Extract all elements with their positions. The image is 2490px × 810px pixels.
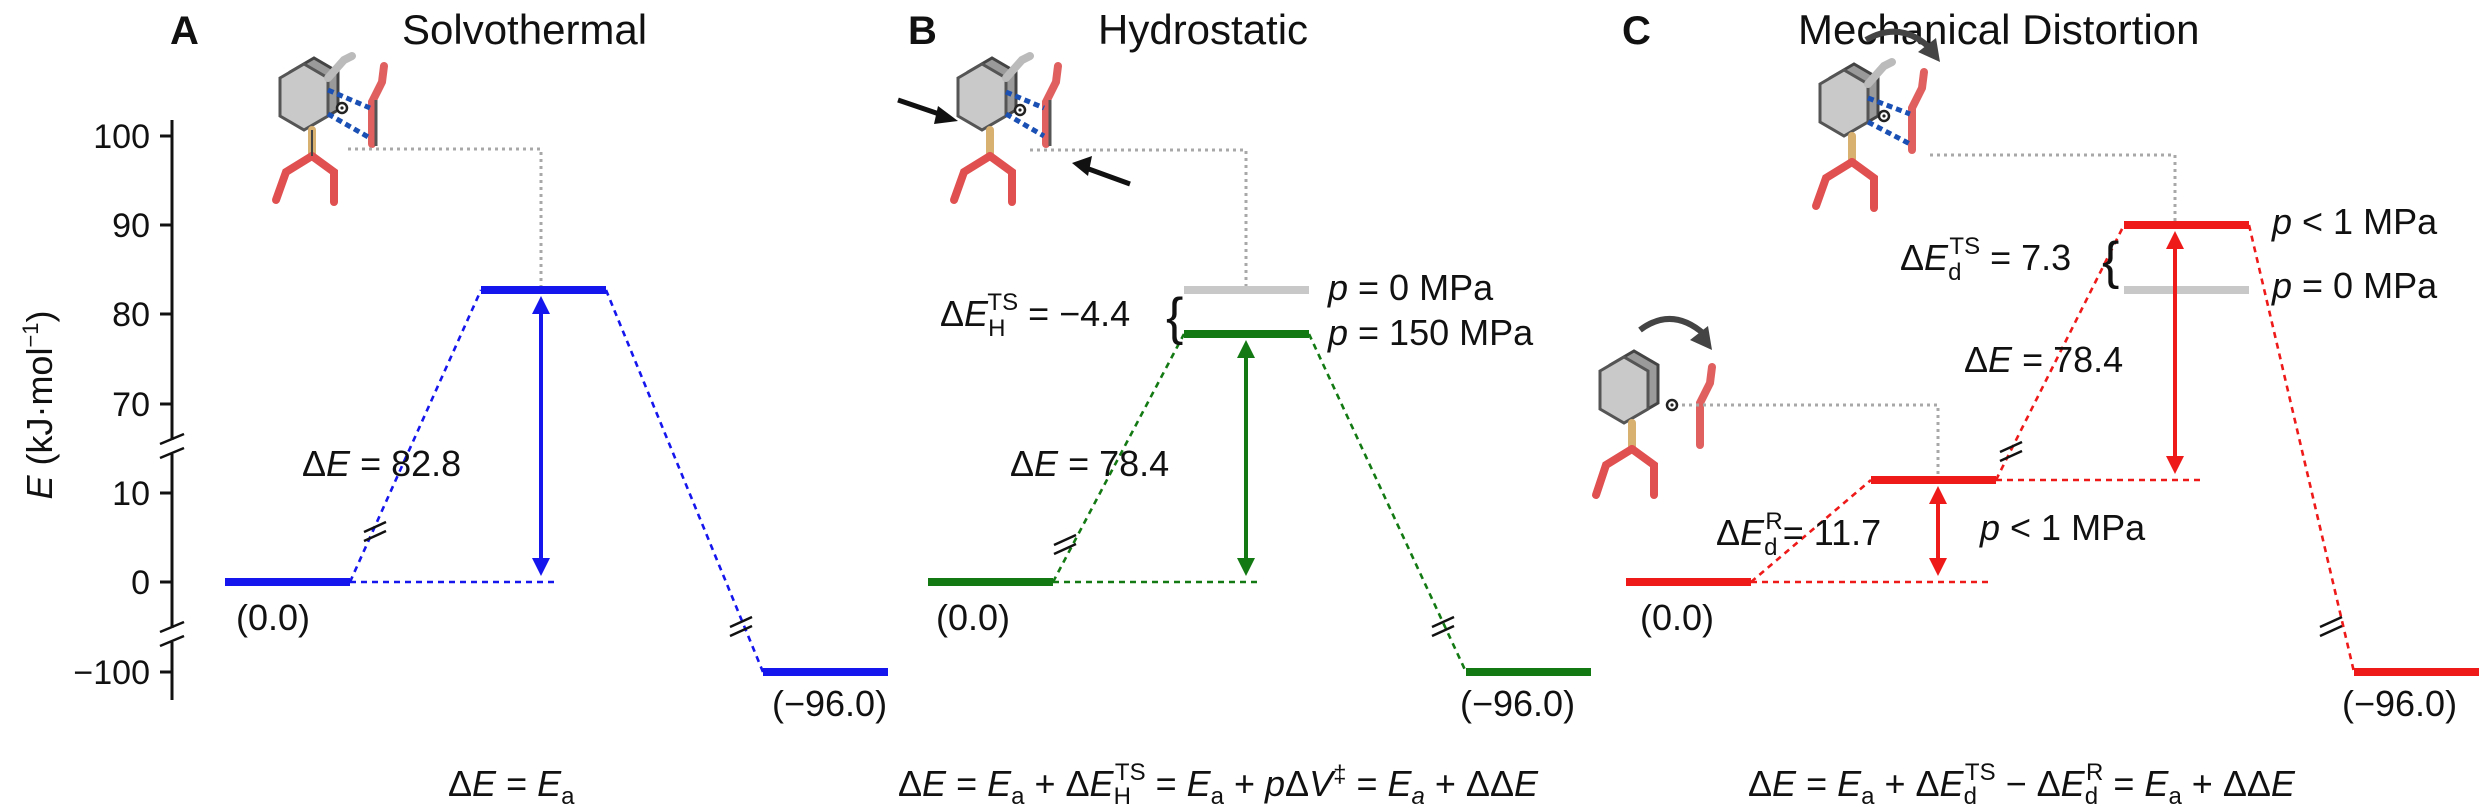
panel-c-equation: ΔE = Ea + ΔEdTS − ΔEdR = Ea + ΔΔE	[1748, 759, 2296, 810]
panel-b-delta-e-arrow	[1237, 340, 1255, 576]
tick-0: 0	[131, 564, 150, 602]
panel-b-connector-r-ts	[1051, 333, 1186, 583]
panel-c-ts-molecule-pointer	[1930, 153, 2177, 225]
panel-b-compression-arrow-right	[1072, 156, 1131, 187]
panel-c-ts-rotation-arrow	[1864, 28, 1940, 62]
panel-b-reactant-energy: (0.0)	[936, 597, 1010, 638]
axis-break-upper	[159, 432, 185, 460]
panel-c-product-energy: (−96.0)	[2342, 683, 2457, 724]
panel-a: A Solvothermal	[170, 6, 888, 810]
panel-b-molecule-pointer	[1030, 148, 1248, 290]
panel-c-pressure-ts-1mpa: p < 1 MPa	[2271, 201, 2438, 242]
panel-b-compression-arrow-left	[897, 97, 958, 124]
panel-c-ts-molecule-image	[1812, 58, 1928, 212]
panel-c-reactant-molecule-image	[1592, 349, 1716, 499]
panel-a-equation: ΔE = Ea	[448, 763, 575, 810]
panel-c-connector-r-rd	[1750, 479, 1872, 583]
tick-70: 70	[112, 386, 150, 424]
panel-a-delta-e-arrow	[532, 296, 550, 576]
panel-b-title: Hydrostatic	[1098, 6, 1308, 53]
panel-b-break-mark-right	[1431, 615, 1455, 638]
panel-b-pressure-150: p = 150 MPa	[1327, 312, 1534, 353]
panel-c-letter: C	[1622, 9, 1651, 53]
panel-a-molecule-image	[272, 52, 388, 206]
panel-b-delta-e-h-ts-label: ΔEHTS = −4.4	[940, 289, 1130, 342]
panel-c-brace: {	[2102, 232, 2119, 290]
tick-minus-100: −100	[73, 654, 150, 692]
panel-a-connector-ts-p	[604, 289, 765, 673]
y-axis: 100 90 80 70 10 0 −100 E (kJ·mol−1)	[18, 118, 185, 700]
panel-c-delta-ed-ts-label: ΔEdTS = 7.3	[1900, 233, 2071, 286]
panel-b-pressure-0: p = 0 MPa	[1327, 267, 1494, 308]
panel-a-molecule-pointer	[348, 147, 543, 290]
panel-c-title: Mechanical Distortion	[1798, 6, 2200, 53]
panel-b-product-energy: (−96.0)	[1460, 683, 1575, 724]
panel-c-break-mark-mid	[1999, 440, 2023, 463]
panel-a-break-mark-right	[729, 615, 753, 638]
panel-b: B Hydrostatic	[897, 6, 1591, 810]
panel-c-reactant-rotation-arrow	[1638, 315, 1712, 350]
tick-90: 90	[112, 207, 150, 245]
panel-c-delta-ed-r-label: ΔEdR= 11.7	[1716, 508, 1881, 561]
panel-b-delta-e-label: ΔE = 78.4	[1010, 443, 1169, 484]
panel-c-reactant-molecule-pointer	[1682, 403, 1940, 480]
panel-a-letter: A	[170, 9, 199, 53]
panel-b-molecule-image	[950, 52, 1062, 206]
panel-a-reactant-energy: (0.0)	[236, 597, 310, 638]
panel-b-break-mark-left	[1053, 533, 1077, 556]
panel-b-letter: B	[908, 9, 937, 53]
panel-c-delta-ed-r-arrow	[1929, 486, 1947, 576]
panel-c-delta-e-arrow	[2166, 231, 2184, 474]
panel-a-title: Solvothermal	[402, 6, 647, 53]
panel-a-connector-r-ts	[348, 289, 483, 583]
tick-10: 10	[112, 475, 150, 513]
panel-a-product-energy: (−96.0)	[772, 683, 887, 724]
panel-c-reactant-energy: (0.0)	[1640, 597, 1714, 638]
tick-80: 80	[112, 296, 150, 334]
panel-b-equation: ΔE = Ea + ΔEHTS = Ea + pΔV‡ = Ea + ΔΔE	[898, 759, 1539, 810]
panel-b-brace: {	[1166, 288, 1183, 346]
panel-c-break-mark-right	[2319, 615, 2343, 638]
y-axis-label: E (kJ·mol−1)	[18, 310, 60, 499]
panel-c-pressure-ts-0mpa: p = 0 MPa	[2271, 265, 2438, 306]
panel-a-delta-e-label: ΔE = 82.8	[302, 443, 461, 484]
panel-a-break-mark-left	[363, 520, 387, 543]
panel-c-delta-e-label: ΔE = 78.4	[1964, 339, 2123, 380]
tick-100: 100	[93, 118, 150, 156]
axis-break-lower	[159, 620, 185, 648]
panel-b-connector-ts-p	[1307, 333, 1468, 673]
panel-c: C Mechanical Distortion	[1592, 6, 2479, 810]
panel-c-connector-rd-ts	[1994, 224, 2126, 481]
panel-c-pressure-reactant-1mpa: p < 1 MPa	[1979, 507, 2146, 548]
